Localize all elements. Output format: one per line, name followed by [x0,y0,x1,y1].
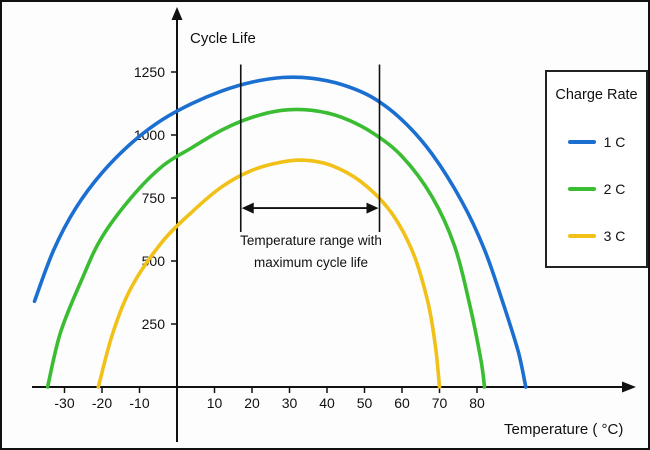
legend-entry-3c: 3 C [567,228,626,244]
y-tick-label: 1250 [134,64,165,80]
x-tick-label: -30 [54,395,74,411]
legend-swatch-1c-line [567,140,596,144]
y-tick-label: 750 [142,190,166,206]
x-tick-label: 10 [207,395,223,411]
legend-entry-1c: 1 C [567,134,626,150]
y-axis-title: Cycle Life [190,30,256,47]
legend-label-1c: 1 C [603,134,626,150]
x-tick-label: 70 [432,395,448,411]
legend-swatch-2c-line [567,187,596,191]
y-tick-label: 1000 [134,127,165,143]
x-axis-arrow [622,381,636,393]
range-arrow-left-head [241,202,254,214]
x-tick-label: 20 [244,395,260,411]
annotation-line-2: maximum cycle life [253,255,369,271]
y-tick-label: 500 [142,253,166,269]
range-arrow-right-head [366,202,379,214]
annotation-text: Temperature range with maximum cycle lif… [230,230,392,275]
legend-swatch-3c-line [567,234,596,238]
legend-entry-2c: 2 C [567,181,626,197]
legend-label-3c: 3 C [603,228,626,244]
x-tick-label: -20 [92,395,112,411]
legend-label-2c: 2 C [603,181,626,197]
annotation-line-1: Temperature range with [240,233,382,248]
x-tick-label: 40 [319,395,335,411]
curve-1c [32,75,528,389]
x-tick-label: -10 [129,395,149,411]
legend: Charge Rate 1 C 2 C 3 C [545,70,648,268]
curve-2c [45,107,487,389]
legend-title: Charge Rate [555,87,638,103]
x-axis-title: Temperature ( °C) [504,421,624,438]
y-tick-label: 250 [142,316,166,332]
x-tick-label: 50 [357,395,373,411]
x-tick-label: 60 [394,395,410,411]
curve-3c [96,158,442,389]
x-tick-label: 30 [282,395,298,411]
x-tick-label: 80 [469,395,485,411]
y-axis-arrow [171,7,183,20]
